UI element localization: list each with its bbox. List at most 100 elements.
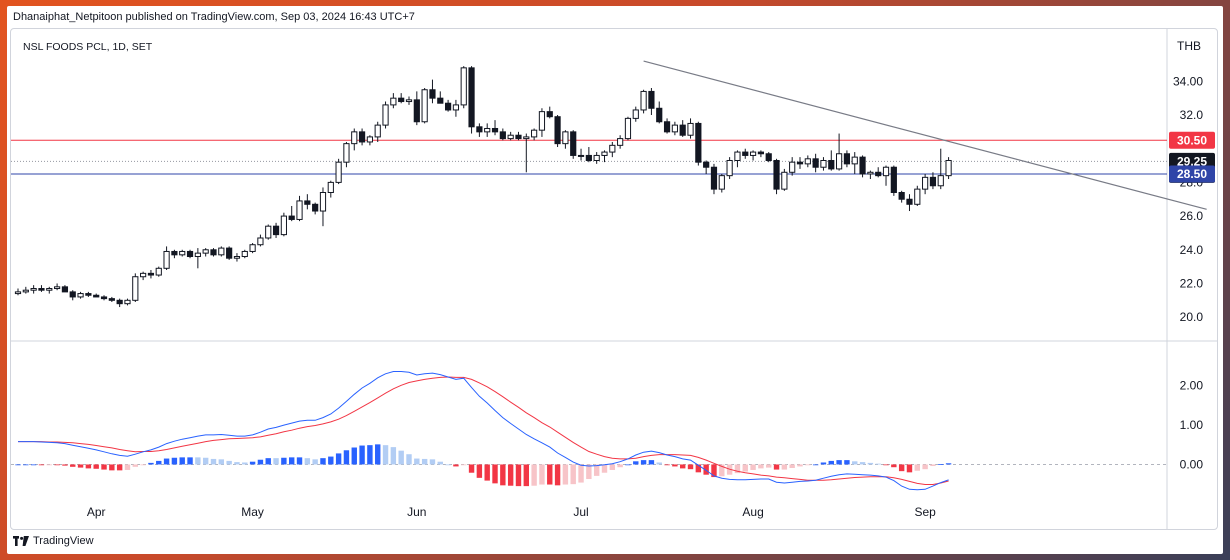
candle-down bbox=[226, 246, 233, 260]
macd-histogram-bar bbox=[672, 464, 678, 467]
candle-body bbox=[468, 67, 475, 128]
candle-body bbox=[186, 250, 194, 258]
macd-histogram-bar bbox=[656, 462, 662, 465]
candle-body bbox=[820, 159, 827, 168]
candle-down bbox=[398, 93, 405, 104]
macd-histogram-bar bbox=[54, 464, 60, 466]
candle-up bbox=[452, 99, 460, 117]
candle-down bbox=[570, 130, 577, 159]
macd-histogram-bar bbox=[109, 464, 115, 471]
candle-up bbox=[46, 286, 53, 294]
candle-up bbox=[179, 249, 186, 257]
candle-up bbox=[280, 212, 287, 237]
candle-up bbox=[632, 106, 639, 122]
candle-up bbox=[265, 224, 272, 240]
macd-histogram-bar bbox=[492, 464, 498, 484]
macd-histogram-bar bbox=[578, 464, 584, 483]
macd-histogram-bar bbox=[359, 445, 365, 465]
macd-histogram-bar bbox=[289, 457, 295, 465]
candle-down bbox=[499, 128, 506, 141]
candle-down bbox=[796, 157, 804, 169]
macd-histogram-bar bbox=[382, 445, 389, 465]
candle-body bbox=[312, 203, 319, 212]
candle-down bbox=[171, 249, 178, 259]
candle-body bbox=[304, 200, 311, 205]
level-price-label-bg bbox=[1169, 165, 1215, 183]
macd-histogram-bar bbox=[148, 462, 154, 465]
candle-down bbox=[898, 190, 905, 203]
candle-down bbox=[108, 296, 115, 302]
macd-histogram-bar bbox=[648, 460, 655, 465]
macd-histogram-bar bbox=[836, 460, 842, 465]
candle-body bbox=[875, 171, 882, 177]
macd-tick-label: 2.00 bbox=[1180, 379, 1204, 393]
candle-body bbox=[171, 250, 178, 256]
macd-histogram-bar bbox=[687, 464, 694, 470]
chart-panel[interactable]: NSL FOODS PCL, 1D, SET THB 20.0 22.0 24.0 2… bbox=[10, 28, 1218, 530]
candle-up bbox=[836, 133, 843, 171]
candle-body bbox=[54, 286, 61, 290]
price-tick-label: 26.0 bbox=[1180, 209, 1204, 223]
candle-up bbox=[421, 88, 428, 124]
candle-body bbox=[546, 111, 553, 118]
candle-up bbox=[749, 150, 757, 161]
macd-histogram-bar bbox=[93, 464, 99, 469]
candle-down bbox=[843, 150, 851, 168]
candle-up bbox=[132, 273, 139, 302]
candle-down bbox=[710, 163, 718, 195]
candle-body bbox=[617, 138, 624, 146]
macd-histogram-bar bbox=[30, 464, 37, 466]
candle-body bbox=[585, 154, 592, 161]
candle-body bbox=[663, 121, 671, 133]
macd-histogram-bar bbox=[70, 464, 76, 467]
candle-up bbox=[945, 157, 952, 180]
macd-histogram-bar bbox=[375, 444, 381, 465]
candle-body bbox=[945, 159, 952, 177]
candle-down bbox=[468, 66, 475, 134]
candle-up bbox=[734, 150, 741, 168]
candle-down bbox=[515, 131, 522, 141]
candle-body bbox=[108, 298, 115, 301]
candle-body bbox=[257, 237, 264, 246]
candle-body bbox=[703, 161, 710, 168]
macd-histogram-bar bbox=[367, 445, 373, 465]
tradingview-footer[interactable]: TradingView bbox=[13, 532, 94, 550]
macd-histogram-bar bbox=[633, 461, 639, 465]
macd-histogram-bar bbox=[664, 464, 670, 466]
macd-histogram-bar bbox=[218, 459, 225, 465]
time-axis-label: Jun bbox=[407, 505, 426, 519]
macd-histogram-bar bbox=[312, 459, 318, 465]
macd-histogram-bar bbox=[922, 464, 928, 470]
candle-down bbox=[476, 123, 483, 137]
candle-up bbox=[781, 168, 788, 191]
macd-histogram-bar bbox=[891, 464, 897, 468]
candle-body bbox=[906, 198, 913, 205]
candle-down bbox=[288, 205, 295, 222]
macd-histogram-bar bbox=[171, 457, 178, 465]
candle-body bbox=[147, 272, 155, 276]
candle-down bbox=[100, 295, 108, 301]
candle-body bbox=[570, 131, 577, 156]
candle-body bbox=[749, 151, 757, 156]
candle-body bbox=[648, 90, 655, 109]
macd-histogram-bar bbox=[429, 459, 436, 465]
candle-body bbox=[859, 156, 866, 175]
candle-body bbox=[249, 244, 256, 252]
macd-histogram-bar bbox=[539, 464, 545, 485]
chart-canvas[interactable]: NSL FOODS PCL, 1D, SET THB 20.0 22.0 24.0 2… bbox=[11, 29, 1217, 529]
candle-up bbox=[382, 101, 389, 129]
candle-body bbox=[429, 89, 436, 99]
macd-histogram-bar bbox=[875, 463, 881, 465]
candle-body bbox=[460, 67, 467, 106]
candle-body bbox=[671, 124, 678, 133]
candle-body bbox=[679, 124, 686, 136]
macd-histogram-bar bbox=[805, 464, 811, 466]
macd-histogram-bar bbox=[828, 460, 834, 465]
candle-up bbox=[14, 288, 22, 296]
publisher-caption: Dhanaiphat_Netpitoon published on Tradin… bbox=[13, 11, 415, 23]
candle-down bbox=[272, 222, 280, 238]
candle-body bbox=[132, 276, 139, 301]
candle-body bbox=[437, 97, 444, 104]
candle-up bbox=[155, 266, 162, 277]
macd-histogram-bar bbox=[23, 464, 29, 466]
